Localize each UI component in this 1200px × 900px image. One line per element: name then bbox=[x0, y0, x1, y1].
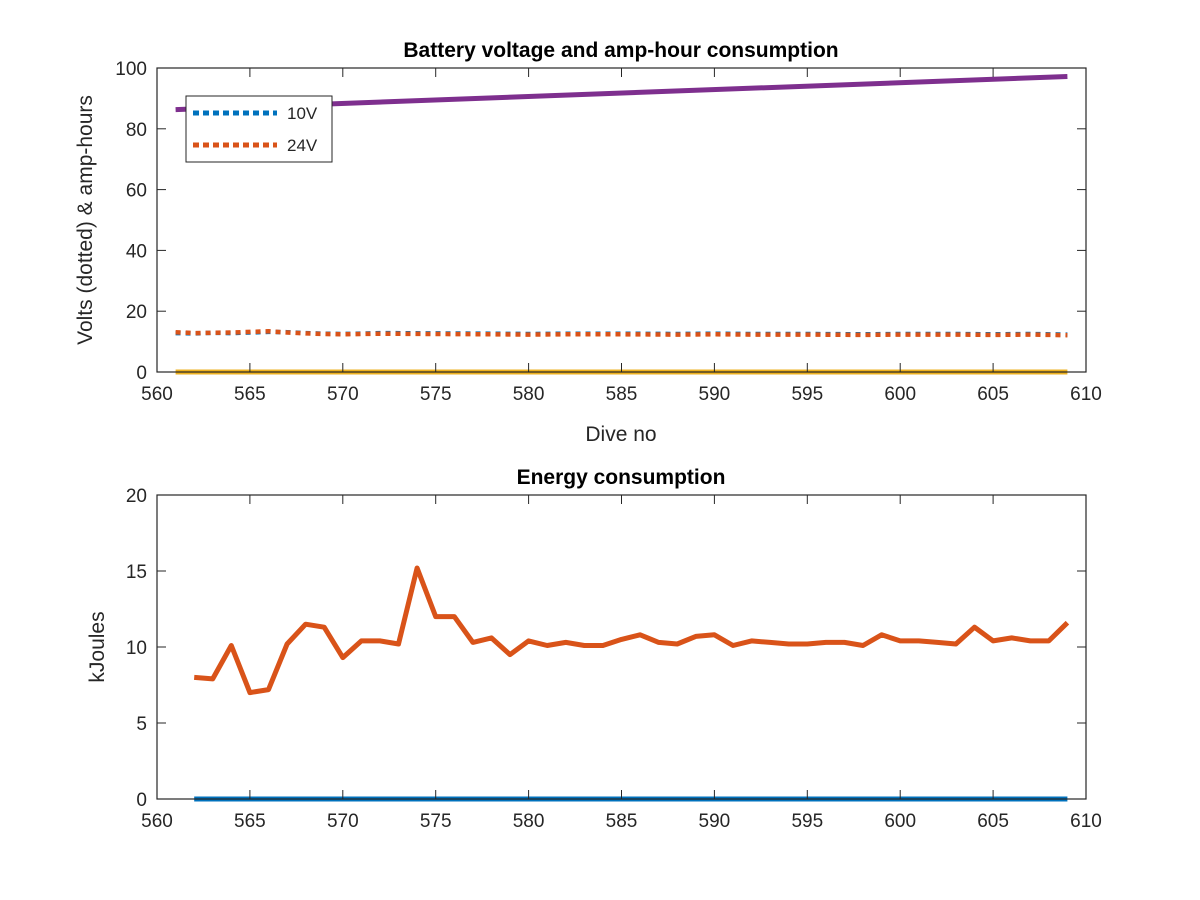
x-tick-label: 590 bbox=[699, 384, 731, 405]
x-tick-label: 600 bbox=[884, 811, 916, 832]
x-tick-label: 580 bbox=[513, 384, 545, 405]
y-tick-label: 20 bbox=[126, 486, 147, 507]
x-tick-label: 595 bbox=[791, 384, 823, 405]
y-tick-label: 80 bbox=[126, 120, 147, 141]
x-tick-label: 565 bbox=[234, 811, 266, 832]
legend-label-24v: 24V bbox=[287, 136, 318, 155]
battery-legend: 10V 24V bbox=[185, 95, 333, 163]
x-tick-label: 580 bbox=[513, 811, 545, 832]
x-tick-label: 575 bbox=[420, 811, 452, 832]
x-tick-label: 570 bbox=[327, 384, 359, 405]
legend-label-10v: 10V bbox=[287, 104, 318, 123]
energy-axes: 560 565 570 575 580 585 590 595 600 605 610 0 5 10 15 2… bbox=[86, 466, 1102, 832]
x-tick-label: 565 bbox=[234, 384, 266, 405]
energy-chart-title: Energy consumption bbox=[517, 466, 726, 489]
x-tick-label: 560 bbox=[141, 384, 173, 405]
x-tick-label: 610 bbox=[1070, 811, 1102, 832]
y-tick-label: 100 bbox=[115, 59, 147, 80]
x-tick-label: 595 bbox=[791, 811, 823, 832]
x-tick-label: 585 bbox=[606, 811, 638, 832]
x-tick-label: 605 bbox=[977, 811, 1009, 832]
y-tick-label: 40 bbox=[126, 241, 147, 262]
energy-ticks: 560 565 570 575 580 585 590 595 600 605 610 0 5 10 15 2… bbox=[126, 486, 1102, 832]
x-tick-label: 610 bbox=[1070, 384, 1102, 405]
y-tick-label: 10 bbox=[126, 638, 147, 659]
battery-x-axis-label: Dive no bbox=[585, 423, 656, 446]
legend-box bbox=[185, 95, 333, 163]
x-tick-label: 575 bbox=[420, 384, 452, 405]
y-tick-label: 60 bbox=[126, 181, 147, 202]
battery-voltage-axes: 560 565 570 575 580 585 590 595 600 605 610 0 20 40 60… bbox=[74, 39, 1102, 446]
y-tick-label: 5 bbox=[136, 714, 147, 735]
series-line-0-1 bbox=[175, 329, 1068, 338]
y-tick-label: 0 bbox=[136, 790, 147, 811]
battery-ticks: 560 565 570 575 580 585 590 595 600 605 610 0 20 40 60… bbox=[115, 59, 1102, 405]
y-tick-label: 15 bbox=[126, 562, 147, 583]
x-tick-label: 560 bbox=[141, 811, 173, 832]
y-tick-label: 20 bbox=[126, 302, 147, 323]
series-line-1-1 bbox=[193, 565, 1070, 696]
x-tick-label: 605 bbox=[977, 384, 1009, 405]
x-tick-label: 570 bbox=[327, 811, 359, 832]
battery-y-axis-label: Volts (dotted) & amp-hours bbox=[74, 95, 97, 345]
energy-y-axis-label: kJoules bbox=[86, 611, 109, 682]
y-tick-label: 0 bbox=[136, 363, 147, 384]
x-tick-label: 590 bbox=[699, 811, 731, 832]
x-tick-label: 600 bbox=[884, 384, 916, 405]
x-tick-label: 585 bbox=[606, 384, 638, 405]
battery-chart-title: Battery voltage and amp-hour consumption bbox=[403, 39, 838, 62]
